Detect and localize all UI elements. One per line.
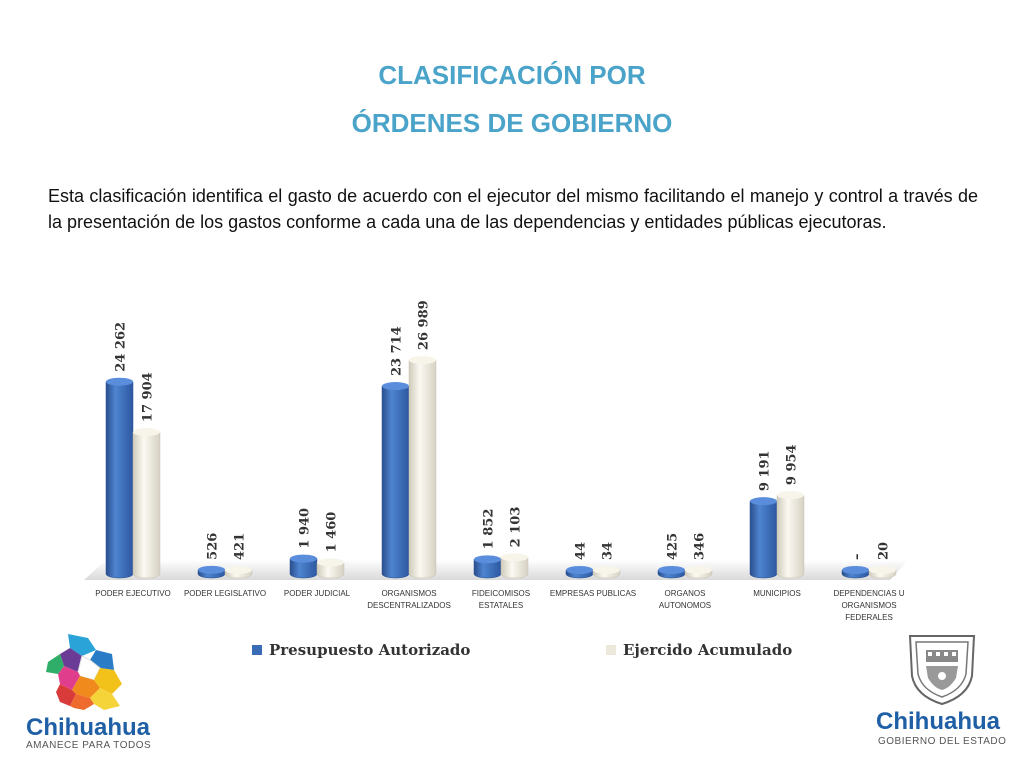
bar-top-ejercido-0 <box>133 428 160 437</box>
legend-label-ejercido: Ejercido Acumulado <box>623 641 793 659</box>
bar-presupuesto-3 <box>381 385 410 579</box>
category-label-1-0: PODER LEGISLATIVO <box>184 589 266 598</box>
page-title-line2: ÓRDENES DE GOBIERNO <box>351 108 673 138</box>
data-label-presupuesto-6: 425 <box>666 533 681 560</box>
bar-top-presupuesto-5 <box>566 566 593 574</box>
category-label-2-0: PODER JUDICIAL <box>284 589 351 598</box>
bar-ejercido-3 <box>408 359 437 579</box>
bar-top-presupuesto-0 <box>106 377 133 386</box>
bar-top-ejercido-3 <box>409 356 436 365</box>
category-label-7-0: MUNICIPIOS <box>753 589 801 598</box>
bar-top-presupuesto-8 <box>842 566 869 574</box>
left-logo-name: Chihuahua <box>26 714 150 741</box>
left-logo-tagline: AMANECE PARA TODOS <box>26 740 152 751</box>
data-label-ejercido-0: 17 904 <box>141 372 156 422</box>
data-label-presupuesto-8: – <box>850 554 865 561</box>
data-label-ejercido-4: 2 103 <box>509 507 524 548</box>
category-label-4-0: FIDEICOMISOS <box>472 589 530 598</box>
data-label-ejercido-1: 421 <box>233 533 248 560</box>
bar-top-presupuesto-6 <box>658 566 685 574</box>
data-label-ejercido-7: 9 954 <box>785 444 800 485</box>
category-label-8-1: ORGANISMOS <box>841 601 896 610</box>
data-label-ejercido-2: 1 460 <box>325 512 340 553</box>
state-shield-icon <box>908 635 976 706</box>
chihuahua-amanece-logo: Chihuahua AMANECE PARA TODOS <box>24 632 174 757</box>
right-logo-tagline: GOBIERNO DEL ESTADO <box>878 736 1007 747</box>
bar-top-ejercido-4 <box>501 553 528 562</box>
description-text: Esta clasificación identifica el gasto d… <box>48 186 978 232</box>
bar-top-ejercido-8 <box>869 566 896 574</box>
data-label-presupuesto-7: 9 191 <box>758 450 773 491</box>
bar-top-ejercido-1 <box>225 566 252 574</box>
data-label-presupuesto-2: 1 940 <box>298 508 313 549</box>
bar-top-ejercido-6 <box>685 566 712 574</box>
bar-presupuesto-0 <box>105 381 134 579</box>
map-mosaic-icon <box>46 634 122 710</box>
legend-swatch-cream <box>606 645 616 655</box>
right-logo-name: Chihuahua <box>876 708 1000 735</box>
category-label-3-0: ORGANISMOS <box>381 589 436 598</box>
legend-swatch-blue <box>252 645 262 655</box>
data-label-presupuesto-5: 44 <box>574 542 589 560</box>
legend-item-ejercido: Ejercido Acumulado <box>606 641 792 659</box>
bar-top-presupuesto-3 <box>382 382 409 391</box>
category-label-8-0: DEPENDENCIAS U <box>833 589 904 598</box>
bar-top-presupuesto-1 <box>198 565 225 574</box>
bar-presupuesto-7 <box>749 500 778 579</box>
chart-bars <box>105 356 897 579</box>
legend-item-presupuesto: Presupuesto Autorizado <box>252 641 470 659</box>
bar-top-ejercido-2 <box>317 558 344 567</box>
category-label-4-1: ESTATALES <box>479 601 523 610</box>
category-label-6-0: ORGANOS <box>665 589 706 598</box>
data-label-presupuesto-0: 24 262 <box>114 322 129 372</box>
category-label-6-1: AUTONOMOS <box>659 601 711 610</box>
category-label-8-2: FEDERALES <box>845 613 893 622</box>
gobierno-estado-logo: Chihuahua GOBIERNO DEL ESTADO <box>872 630 1012 760</box>
bar-top-presupuesto-2 <box>290 554 317 563</box>
bar-top-presupuesto-7 <box>750 497 777 506</box>
data-label-ejercido-8: 20 <box>877 542 892 560</box>
bar-ejercido-4 <box>500 557 529 579</box>
bar-top-ejercido-7 <box>777 491 804 500</box>
bar-top-ejercido-5 <box>593 566 620 574</box>
data-label-ejercido-3: 26 989 <box>417 300 432 350</box>
data-label-ejercido-5: 34 <box>601 542 616 560</box>
data-label-presupuesto-4: 1 852 <box>482 509 497 550</box>
legend-label-presupuesto: Presupuesto Autorizado <box>269 641 471 659</box>
bar-ejercido-0 <box>132 431 161 579</box>
category-label-5-0: EMPRESAS PUBLICAS <box>550 589 636 598</box>
data-label-ejercido-6: 346 <box>693 533 708 560</box>
category-label-0-0: PODER EJECUTIVO <box>95 589 171 598</box>
bar-ejercido-7 <box>776 494 805 579</box>
bar-chart: 24 262 17 904 526 421 1 940 1 460 23 714 26 989… <box>84 300 908 622</box>
chart-data-labels: 24 262 17 904 526 421 1 940 1 460 23 714 26 989… <box>114 300 892 560</box>
chart-category-labels: PODER EJECUTIVO PODER LEGISLATIVO PODER JU… <box>95 589 905 622</box>
data-label-presupuesto-3: 23 714 <box>390 326 405 376</box>
bar-ejercido-2 <box>316 562 345 579</box>
bar-top-presupuesto-4 <box>474 555 501 564</box>
data-label-presupuesto-1: 526 <box>206 533 221 560</box>
category-label-3-1: DESCENTRALIZADOS <box>367 601 451 610</box>
page-title-line1: CLASIFICACIÓN POR <box>378 60 646 90</box>
